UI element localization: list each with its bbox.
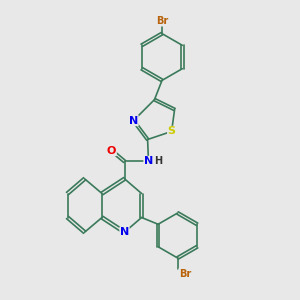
Text: N: N: [129, 116, 138, 126]
Text: Br: Br: [156, 16, 168, 26]
Text: N: N: [120, 227, 129, 237]
Text: S: S: [168, 126, 176, 136]
Text: O: O: [107, 146, 116, 156]
Text: N: N: [144, 156, 153, 167]
Text: H: H: [154, 156, 162, 167]
Text: Br: Br: [179, 268, 191, 279]
